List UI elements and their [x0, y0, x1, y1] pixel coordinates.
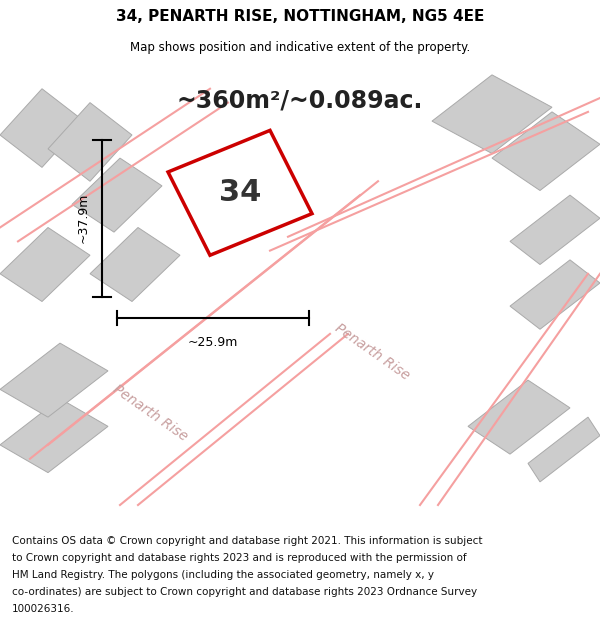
Polygon shape	[468, 380, 570, 454]
Text: Penarth Rise: Penarth Rise	[110, 382, 190, 443]
Text: HM Land Registry. The polygons (including the associated geometry, namely x, y: HM Land Registry. The polygons (includin…	[12, 570, 434, 580]
Text: ~360m²/~0.089ac.: ~360m²/~0.089ac.	[177, 89, 423, 112]
Polygon shape	[90, 228, 180, 301]
Polygon shape	[510, 195, 600, 264]
Polygon shape	[0, 228, 90, 301]
Text: 34, PENARTH RISE, NOTTINGHAM, NG5 4EE: 34, PENARTH RISE, NOTTINGHAM, NG5 4EE	[116, 9, 484, 24]
Polygon shape	[48, 102, 132, 181]
Polygon shape	[510, 260, 600, 329]
Polygon shape	[492, 112, 600, 191]
Text: ~37.9m: ~37.9m	[77, 193, 90, 244]
Polygon shape	[0, 89, 84, 168]
Text: Map shows position and indicative extent of the property.: Map shows position and indicative extent…	[130, 41, 470, 54]
Polygon shape	[0, 343, 108, 417]
Text: ~25.9m: ~25.9m	[188, 336, 238, 349]
Text: co-ordinates) are subject to Crown copyright and database rights 2023 Ordnance S: co-ordinates) are subject to Crown copyr…	[12, 587, 477, 597]
Text: 100026316.: 100026316.	[12, 604, 74, 614]
Polygon shape	[528, 417, 600, 482]
Text: to Crown copyright and database rights 2023 and is reproduced with the permissio: to Crown copyright and database rights 2…	[12, 553, 467, 563]
Text: Contains OS data © Crown copyright and database right 2021. This information is : Contains OS data © Crown copyright and d…	[12, 536, 482, 546]
Polygon shape	[0, 399, 108, 472]
Polygon shape	[72, 158, 162, 232]
Text: 34: 34	[219, 178, 261, 208]
Text: Penarth Rise: Penarth Rise	[332, 321, 412, 383]
Polygon shape	[432, 75, 552, 154]
